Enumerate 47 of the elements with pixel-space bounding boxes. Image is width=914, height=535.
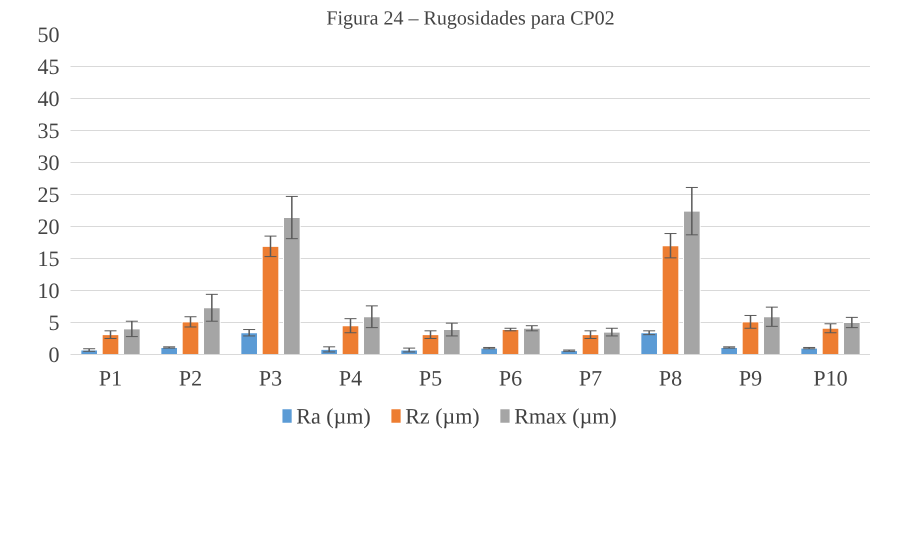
bar xyxy=(640,332,658,354)
y-tick-label: 25 xyxy=(38,182,60,207)
bar xyxy=(240,332,258,354)
x-tick-label: P3 xyxy=(258,366,282,390)
bar xyxy=(523,328,541,354)
bar xyxy=(123,328,141,354)
bar xyxy=(502,329,520,354)
y-tick-label: 40 xyxy=(38,86,60,111)
y-tick-label: 50 xyxy=(38,22,60,47)
bar xyxy=(443,329,461,354)
bar xyxy=(683,210,701,354)
y-tick-label: 10 xyxy=(38,278,60,303)
y-tick-label: 0 xyxy=(48,342,60,367)
x-tick-label: P4 xyxy=(338,366,362,390)
bar xyxy=(822,328,840,354)
bar xyxy=(603,332,621,354)
bar xyxy=(262,246,280,354)
y-tick-label: 5 xyxy=(48,310,60,335)
legend-label: Rmax (µm) xyxy=(514,404,617,428)
bar xyxy=(843,322,861,354)
x-tick-label: P5 xyxy=(418,366,442,390)
y-tick-label: 45 xyxy=(38,54,60,79)
x-tick-label: P10 xyxy=(813,366,848,390)
x-tick-label: P9 xyxy=(738,366,762,390)
y-tick-label: 15 xyxy=(38,246,60,271)
bar xyxy=(342,325,360,354)
x-tick-label: P1 xyxy=(98,366,122,390)
bar xyxy=(662,245,680,354)
chart-title: Figura 24 – Rugosidades para CP02 xyxy=(326,8,615,30)
x-tick-label: P2 xyxy=(178,366,202,390)
bar xyxy=(283,217,301,354)
bar xyxy=(763,316,781,354)
y-tick-label: 35 xyxy=(38,118,60,143)
bar xyxy=(182,321,200,354)
bar xyxy=(102,334,120,354)
bar xyxy=(422,334,440,354)
legend-label: Rz (µm) xyxy=(405,404,480,428)
x-tick-label: P8 xyxy=(658,366,682,390)
bar xyxy=(742,321,760,354)
y-tick-label: 20 xyxy=(38,214,60,239)
bar xyxy=(203,307,221,354)
bar xyxy=(363,316,381,354)
x-tick-label: P7 xyxy=(578,366,602,390)
legend-label: Ra (µm) xyxy=(296,404,371,428)
bar xyxy=(582,334,600,354)
y-tick-label: 30 xyxy=(38,150,60,175)
x-tick-label: P6 xyxy=(498,366,522,390)
